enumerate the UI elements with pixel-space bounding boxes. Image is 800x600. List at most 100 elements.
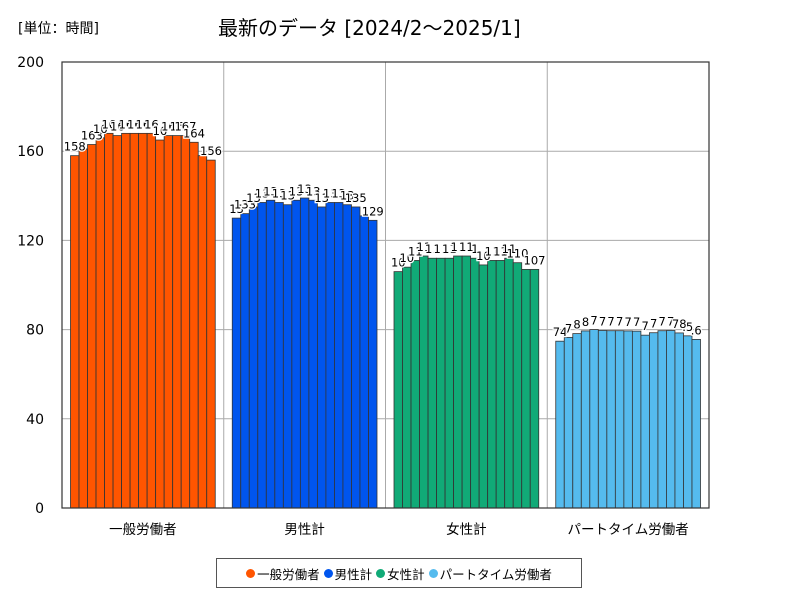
bar xyxy=(427,257,437,509)
bar xyxy=(351,206,361,509)
data-label: 156 xyxy=(200,144,222,158)
bar xyxy=(529,268,540,509)
data-label: 11 xyxy=(442,242,457,256)
data-label: 16 xyxy=(153,124,168,138)
data-label: 7 xyxy=(633,315,640,329)
data-label: 10 xyxy=(476,249,491,263)
data-label: 13 xyxy=(314,191,329,205)
bar xyxy=(359,215,369,509)
bar xyxy=(155,139,165,509)
data-label: 8 xyxy=(573,318,580,332)
x-category-label: パートタイム労働者 xyxy=(568,522,689,538)
bar xyxy=(606,330,616,509)
bar xyxy=(640,334,650,509)
bar xyxy=(104,132,114,509)
bar xyxy=(597,330,608,509)
data-label: 129 xyxy=(362,204,384,218)
data-label: 16 xyxy=(144,117,159,131)
data-label: 11 xyxy=(434,242,449,256)
bar xyxy=(657,330,667,509)
data-label: 7 xyxy=(659,315,666,329)
data-label: 11 xyxy=(493,244,508,258)
bar xyxy=(555,340,565,509)
data-label: 7 xyxy=(565,321,572,335)
bar xyxy=(180,135,191,509)
data-label: 13 xyxy=(229,202,244,216)
bar xyxy=(274,202,284,509)
legend-item: パートタイム労働者 xyxy=(428,564,552,583)
data-label: 13 xyxy=(340,189,355,203)
data-label: 11 xyxy=(408,244,423,258)
data-label: 13 xyxy=(246,191,261,205)
data-label: 8 xyxy=(582,315,589,329)
x-category-label: 男性計 xyxy=(284,522,325,538)
chart-title: 最新のデータ [2024/2～2025/1] xyxy=(218,16,521,40)
bar xyxy=(291,199,301,509)
bar xyxy=(163,135,174,509)
bar xyxy=(691,339,701,509)
bar xyxy=(436,257,446,509)
bar xyxy=(589,329,599,509)
legend-label: 一般労働者 xyxy=(257,566,320,582)
bar xyxy=(282,204,293,509)
data-label: 11 xyxy=(459,240,474,254)
data-label: 163 xyxy=(81,129,103,143)
bar xyxy=(325,202,335,509)
data-label: 13 xyxy=(263,184,278,198)
data-label: 16 xyxy=(101,117,116,131)
data-label: 11 xyxy=(425,242,440,256)
legend-item: 女性計 xyxy=(376,564,425,583)
data-label: 13 xyxy=(255,186,270,200)
data-label: 13 xyxy=(297,182,312,196)
data-label: 10 xyxy=(399,251,414,265)
legend: 一般労働者 男性計 女性計 パートタイム労働者 xyxy=(216,558,582,588)
bar xyxy=(334,202,344,509)
bar xyxy=(393,271,403,509)
data-label: 16 xyxy=(127,117,142,131)
bar xyxy=(206,159,216,509)
bar xyxy=(368,219,378,509)
bar xyxy=(504,257,514,509)
data-label: 107 xyxy=(524,253,546,267)
data-label: 16 xyxy=(136,117,151,131)
bar xyxy=(248,206,259,509)
bar xyxy=(146,132,157,509)
legend-label: パートタイム労働者 xyxy=(439,566,552,582)
x-category-label: 一般労働者 xyxy=(109,522,177,538)
data-label: 164 xyxy=(183,126,205,140)
legend-marker xyxy=(376,568,386,578)
y-tick-label: 0 xyxy=(35,501,44,517)
bar xyxy=(240,213,250,509)
legend-item: 男性計 xyxy=(323,564,373,583)
bar xyxy=(563,336,574,509)
data-label: 74 xyxy=(553,325,568,339)
data-label: 16 xyxy=(110,120,125,134)
bar xyxy=(470,257,480,509)
data-label: .5 xyxy=(682,320,693,334)
bar xyxy=(453,255,463,509)
bar xyxy=(683,335,693,509)
plot-frame xyxy=(61,61,710,509)
bar xyxy=(70,155,80,509)
data-label: 11 xyxy=(502,242,517,256)
y-tick-label: 160 xyxy=(17,144,44,160)
bar xyxy=(265,199,276,509)
bar xyxy=(78,148,88,509)
bar xyxy=(512,262,523,509)
data-label: 7 xyxy=(599,314,606,328)
bar xyxy=(461,255,472,509)
y-tick-label: 200 xyxy=(17,55,44,71)
bar xyxy=(419,255,429,509)
legend-label: 男性計 xyxy=(334,566,373,582)
x-category-label: 女性計 xyxy=(446,521,487,538)
bar xyxy=(129,132,140,509)
bar xyxy=(487,260,497,509)
data-label: 11 xyxy=(485,244,500,258)
bar xyxy=(674,332,684,509)
legend-item: 一般労働者 xyxy=(246,564,320,583)
data-label: 133 xyxy=(234,198,256,212)
data-label: 13 xyxy=(306,184,321,198)
data-label: 7 xyxy=(650,317,657,331)
bar xyxy=(197,155,208,509)
